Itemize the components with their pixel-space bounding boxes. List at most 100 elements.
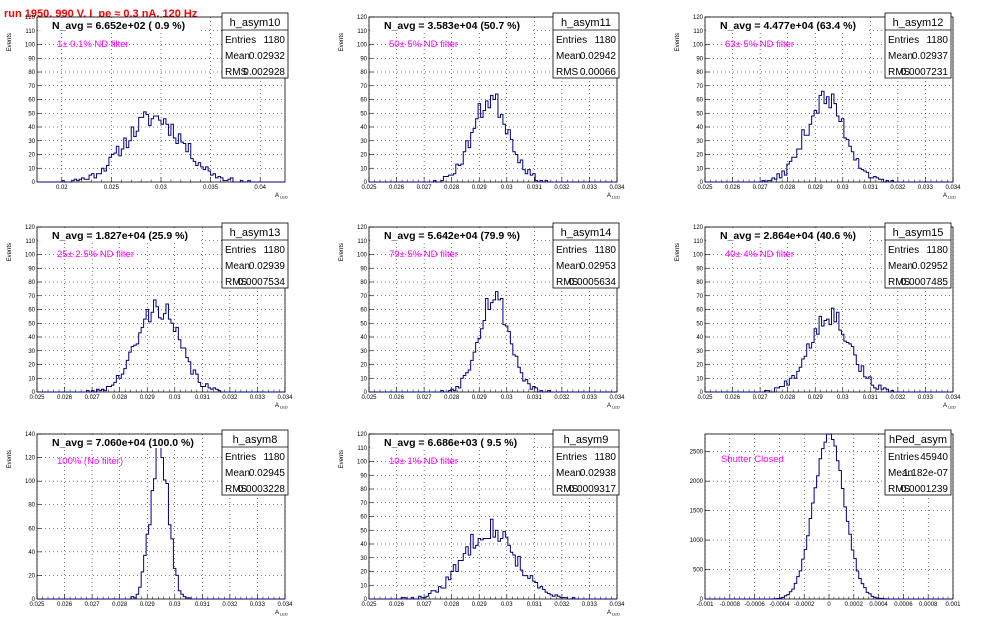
y-tick-label: 100 [357,460,368,466]
x-tick-label: 0.026 [57,602,73,608]
x-tick-label: 0.03 [155,185,167,191]
x-tick-label: 0.02 [56,185,68,191]
histogram-name: h_asym11 [561,17,611,29]
x-tick-label: 0.033 [918,395,934,401]
stats-label: Mean [225,51,250,62]
stats-label: Mean [888,468,913,479]
x-axis-label: A [943,193,947,199]
x-tick-label: 0.029 [140,395,156,401]
y-tick-label: 70 [696,84,703,90]
y-tick-label: 0 [32,390,36,396]
x-tick-label: 0.0006 [894,602,913,608]
y-tick-label: 10 [360,376,367,382]
x-axis-label-sub: LED [280,612,288,617]
stats-value: 0.02945 [249,468,286,479]
y-tick-label: 30 [28,349,35,355]
stats-label: RMS [888,67,911,78]
stats-value: 0.0001239 [901,484,949,495]
x-tick-label: 0.026 [725,395,741,401]
panel-h_asym11: 0.025 0.026 0.027 0.028 0.029 0.03 0.031 0.032 0… [339,12,625,200]
stats-value: 0.02939 [249,261,286,272]
y-tick-label: 50 [360,528,367,534]
y-tick-label: 70 [28,294,35,300]
x-axis-label-sub: LED [948,195,956,200]
navg-label: N_avg = 6.652e+02 ( 0.9 %) [52,20,185,32]
stats-label: RMS [225,277,248,288]
x-tick-label: 0.032 [554,185,570,191]
stats-value: 0.0003228 [238,484,286,495]
x-tick-label: 0.025 [361,185,377,191]
histogram-series [705,90,953,183]
y-tick-label: 50 [696,321,703,327]
y-tick-label: 80 [696,70,703,76]
y-tick-label: 80 [360,280,367,286]
y-tick-label: 40 [360,335,367,341]
filter-label: 40± 4% ND filter [725,249,794,260]
y-tick-label: 80 [28,280,35,286]
stats-value: 1180 [263,35,285,46]
y-tick-label: 0 [700,597,704,603]
stats-label: RMS [556,67,579,78]
stats-value: 1180 [926,245,948,256]
x-tick-label: 0.03 [837,185,849,191]
stats-label: Mean [556,261,581,272]
stats-box [552,429,620,496]
x-tick-label: 0.027 [85,602,101,608]
x-tick-label: 0.028 [112,395,128,401]
y-tick-label: 0 [364,180,368,186]
stats-value: 45940 [920,452,948,463]
y-tick-label: 120 [693,15,704,21]
x-tick-label: 0.034 [945,185,961,191]
y-tick-label: 70 [360,294,367,300]
x-tick-label: 0.032 [554,602,570,608]
histogram-series [37,299,285,393]
stats-value: 1.182e-07 [903,468,948,479]
y-tick-label: 40 [696,335,703,341]
y-tick-label: 60 [360,515,367,521]
stats-label: RMS [225,67,248,78]
y-tick-label: 100 [25,253,36,259]
x-tick-label: 0.029 [472,602,488,608]
x-tick-label: 0.031 [863,185,879,191]
x-tick-label: 0.027 [417,602,433,608]
x-tick-label: 0.026 [389,602,405,608]
x-tick-label: 0.001 [945,602,961,608]
x-tick-label: 0 [827,602,831,608]
y-tick-label: 20 [360,570,367,576]
navg-label: N_avg = 3.583e+04 (50.7 %) [384,20,520,32]
y-tick-label: 50 [360,321,367,327]
stats-label: Entries [556,35,587,46]
panel-h_asym8: 0.025 0.026 0.027 0.028 0.029 0.03 0.031 0.032 0… [7,429,293,617]
stats-value: 0.0007485 [901,277,949,288]
x-axis-label-sub: LED [612,612,620,617]
x-tick-label: 0.025 [361,395,377,401]
stats-box [884,12,952,79]
x-tick-label: 0.03 [837,395,849,401]
x-tick-label: 0.034 [277,602,293,608]
x-tick-label: 0.026 [725,185,741,191]
stats-value: 0.02937 [912,51,949,62]
y-tick-label: 90 [360,473,367,479]
x-axis-label-sub: LED [612,195,620,200]
y-tick-label: 1000 [690,538,704,544]
histogram-series [705,307,953,393]
stats-label: RMS [225,484,248,495]
navg-label: N_avg = 2.864e+04 (40.6 %) [720,230,856,242]
y-tick-label: 10 [360,166,367,172]
stats-value: 0.0007231 [901,67,949,78]
x-axis-label: A [607,610,611,616]
y-tick-label: 10 [360,583,367,589]
x-tick-label: 0.032 [554,395,570,401]
x-tick-label: 0.025 [29,602,45,608]
x-tick-label: 0.028 [780,395,796,401]
navg-background [38,228,198,241]
panel-h_asym13: 0.025 0.026 0.027 0.028 0.029 0.03 0.031 0.032 0… [7,222,293,410]
x-tick-label: 0.032 [890,185,906,191]
y-tick-label: 60 [28,526,35,532]
y-tick-label: 30 [696,139,703,145]
x-axis-label: A [275,193,279,199]
panels: 0.02 0.025 0.03 0.035 0.04 0 10 20 30 40 50 60 70 80 9… [7,12,961,617]
x-tick-label: 0.03 [501,602,513,608]
x-tick-label: -0.0002 [794,602,815,608]
